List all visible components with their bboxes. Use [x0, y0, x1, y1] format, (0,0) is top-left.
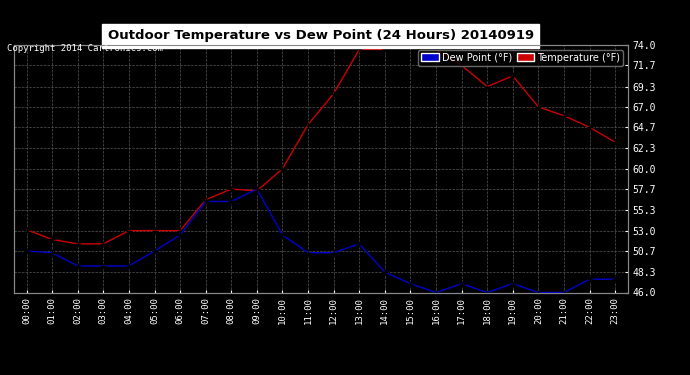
Text: Copyright 2014 Cartronics.com: Copyright 2014 Cartronics.com	[7, 44, 163, 52]
Legend: Dew Point (°F), Temperature (°F): Dew Point (°F), Temperature (°F)	[418, 50, 623, 66]
Title: Outdoor Temperature vs Dew Point (24 Hours) 20140919: Outdoor Temperature vs Dew Point (24 Hou…	[108, 30, 534, 42]
